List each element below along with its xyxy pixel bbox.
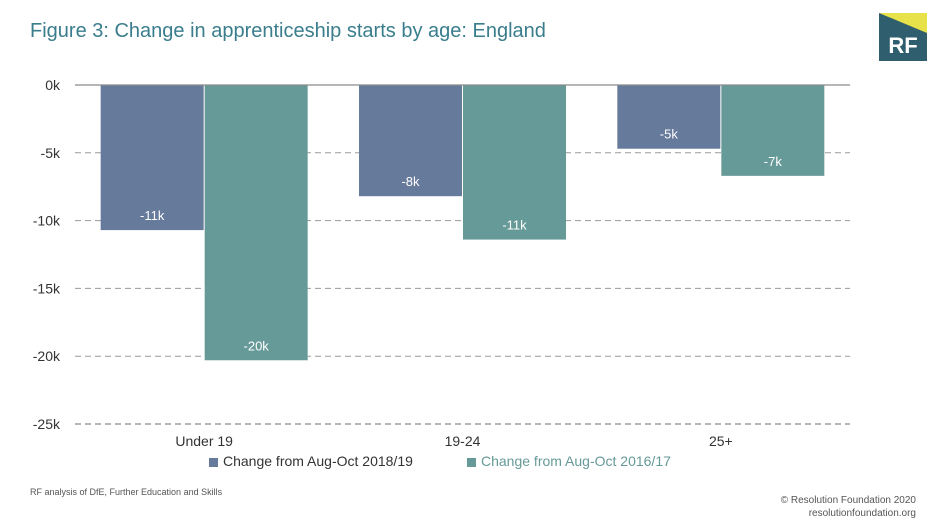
chart-title: Figure 3: Change in apprenticeship start…: [30, 20, 546, 42]
data-label: -20k: [244, 338, 270, 353]
bar: [617, 85, 721, 149]
bar: [463, 85, 566, 240]
bar-chart: 0k -5k -10k -15k -20k -25k -11k -20k Under 19 -8k…: [33, 77, 850, 449]
copyright: © Resolution Foundation 2020 resolutionf…: [781, 494, 916, 520]
y-tick-label: -10k: [33, 213, 61, 229]
chart-legend: Change from Aug-Oct 2018/19 Change from …: [0, 453, 940, 473]
y-tick-label: -5k: [41, 145, 61, 161]
source-note: RF analysis of DfE, Further Education an…: [30, 487, 223, 497]
x-tick-label: 19-24: [445, 433, 481, 449]
data-label: -5k: [660, 127, 679, 142]
logo-triangle-icon: [879, 13, 927, 33]
x-tick-label: Under 19: [175, 433, 233, 449]
y-tick-label: 0k: [45, 77, 61, 93]
bar: [359, 85, 462, 197]
legend-label-2016-17: Change from Aug-Oct 2016/17: [481, 453, 671, 469]
data-label: -11k: [502, 218, 527, 233]
legend-swatch-2018-19: [209, 457, 218, 467]
website-line: resolutionfoundation.org: [808, 508, 916, 519]
rf-logo: RF: [879, 13, 927, 61]
legend-swatch-2016-17: [467, 457, 476, 467]
data-label: -7k: [764, 154, 783, 169]
legend-label-2018-19: Change from Aug-Oct 2018/19: [223, 453, 413, 469]
bar: [204, 85, 308, 361]
y-tick-label: -25k: [33, 416, 61, 432]
data-label: -8k: [401, 174, 420, 189]
copyright-line: © Resolution Foundation 2020: [780, 495, 916, 506]
logo-text: RF: [888, 33, 918, 58]
y-tick-label: -20k: [33, 348, 61, 364]
x-tick-label: 25+: [709, 433, 733, 449]
legend-item-2018-19: Change from Aug-Oct 2018/19: [209, 453, 413, 469]
data-label: -11k: [140, 208, 165, 223]
bar: [721, 85, 825, 176]
bar: [100, 85, 204, 231]
y-tick-label: -15k: [33, 280, 61, 296]
legend-item-2016-17: Change from Aug-Oct 2016/17: [467, 453, 671, 469]
